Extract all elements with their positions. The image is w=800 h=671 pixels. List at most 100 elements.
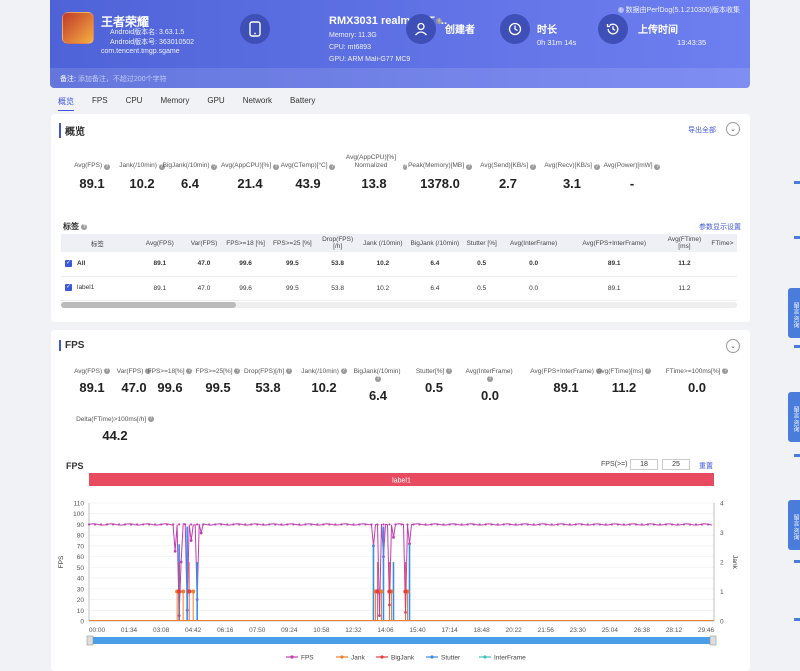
column-header[interactable]: Var(FPS) [185, 234, 223, 252]
tab-overview[interactable]: 概览 [58, 96, 74, 111]
column-header[interactable]: FPS>=18 [%] [222, 234, 269, 252]
help-icon[interactable]: ? [234, 368, 241, 375]
bigjank-point [375, 589, 380, 594]
stat-9: Avg(Power)[mW] ? - [599, 154, 665, 191]
jank-point [379, 589, 384, 594]
help-icon[interactable]: ? [402, 164, 407, 170]
help-icon[interactable]: ? [340, 368, 347, 375]
help-icon[interactable]: ? [147, 416, 154, 423]
fps-stat-6: BigJank(/10min) ? 6.4 [351, 368, 405, 403]
fps-point [364, 523, 367, 526]
row-checkbox[interactable]: ✓ [65, 260, 72, 268]
table-cell: 0.5 [463, 276, 500, 301]
y-tick-label: 0 [80, 619, 84, 626]
feedback-button[interactable]: 留言·咨询 [788, 500, 800, 550]
tab-memory[interactable]: Memory [160, 96, 190, 105]
stat-value: 47.0 [121, 380, 147, 395]
column-header[interactable]: Avg(InterFrame) [499, 234, 568, 252]
fps-threshold-input-1[interactable]: 18 [630, 459, 658, 470]
table-row[interactable]: ✓ label1 89.1 47.0 99.6 99.5 53.8 10.2 6.4 0.5 0.0… [61, 276, 737, 301]
fps-point [574, 523, 577, 526]
x-tick-label: 04:42 [185, 627, 202, 634]
table-horizontal-scrollbar[interactable] [61, 302, 737, 308]
help-icon[interactable]: ? [593, 164, 600, 170]
perfdog-version: i 数据由PerfDog(5.1.210300)版本收集 [617, 5, 740, 15]
column-header[interactable]: Stutter [%] [463, 234, 500, 252]
note-input[interactable]: 添加备注，不超过200个字符 [77, 76, 167, 83]
collapse-fps-button[interactable]: ⌄ [726, 339, 740, 353]
feedback-button[interactable]: 留言·咨询 [788, 392, 800, 442]
fps-point [490, 523, 493, 526]
help-icon[interactable]: ? [465, 164, 472, 170]
help-icon[interactable]: ? [375, 376, 381, 383]
column-header[interactable]: FTime> [707, 234, 737, 252]
reset-link[interactable]: 重置 [699, 463, 713, 470]
stat-label: BigJank(/10min) [162, 162, 210, 169]
help-icon[interactable]: ? [285, 368, 292, 375]
help-icon[interactable]: ? [595, 368, 602, 375]
help-icon[interactable]: ? [329, 164, 336, 170]
scrollbar-thumb[interactable] [61, 302, 236, 308]
help-icon[interactable]: ? [529, 164, 536, 170]
bigjank-point [387, 589, 392, 594]
help-icon[interactable]: ? [158, 164, 165, 170]
table-row[interactable]: ✓ All 89.1 47.0 99.6 99.5 53.8 10.2 6.4 0.5 0.0 89.… [61, 252, 737, 277]
help-icon[interactable]: ? [644, 368, 651, 375]
table-cell: 99.5 [268, 276, 316, 301]
fps-point [562, 523, 565, 526]
help-icon[interactable]: ? [272, 164, 279, 170]
column-header[interactable]: Avg(FPS) [133, 234, 186, 252]
fps-point [298, 523, 301, 526]
tab-network[interactable]: Network [242, 96, 273, 105]
column-header[interactable]: Drop(FPS) [/h] [315, 234, 360, 252]
help-icon[interactable]: ? [103, 164, 110, 170]
fps-threshold-input-2[interactable]: 25 [662, 459, 690, 470]
delta-value: 44.2 [102, 428, 128, 443]
help-icon[interactable]: ? [654, 164, 661, 170]
stat-value: 13.8 [361, 176, 387, 191]
legend-marker [380, 655, 384, 659]
fps-point [430, 523, 433, 526]
collapse-overview-button[interactable]: ⌄ [726, 122, 740, 136]
column-header[interactable]: BigJank (/10min) [406, 234, 464, 252]
column-header[interactable]: Jank (/10min) [359, 234, 407, 252]
param-settings-link[interactable]: 参数显示设置 [699, 224, 741, 231]
stat-label: Peak(Memory)[MB] [408, 162, 465, 169]
help-icon[interactable]: ? [145, 368, 152, 375]
fps-stat-0: Avg(FPS) ? 89.1 [65, 368, 119, 395]
help-icon[interactable]: ? [722, 368, 729, 375]
export-all-link[interactable]: 导出全部 [688, 127, 716, 134]
stat-label: Avg(Recv)[KB/s] [544, 162, 592, 169]
fps-point [520, 523, 523, 526]
help-icon[interactable]: ? [487, 376, 493, 383]
table-cell: 6.4 [406, 276, 464, 301]
fps-point [604, 523, 607, 526]
help-icon[interactable]: ? [446, 368, 453, 375]
help-icon[interactable]: ? [186, 368, 193, 375]
column-header[interactable]: FPS>=25 [%] [268, 234, 316, 252]
column-header[interactable]: Avg(FTime) [ms] [661, 234, 708, 252]
column-header[interactable]: Avg(FPS+InterFrame) [567, 234, 662, 252]
table-cell: 0.0 [499, 252, 568, 277]
row-checkbox[interactable]: ✓ [65, 284, 72, 292]
feedback-button[interactable]: 留言·咨询 [788, 288, 800, 338]
tab-gpu[interactable]: GPU [207, 96, 225, 105]
note-bar[interactable]: 备注: 添加备注，不超过200个字符 [50, 68, 750, 88]
fps-chart[interactable]: label1 0 10 20 30 40 50 60 70 80 90 100 110 0 1 2 3 4 FPS J… [51, 471, 750, 671]
bigjank-point [403, 589, 408, 594]
help-icon[interactable]: ? [211, 164, 218, 170]
fps-dip-point [199, 531, 203, 535]
device-info-icon[interactable]: i [436, 18, 442, 24]
labels-help-icon[interactable]: ? [81, 223, 88, 230]
tab-fps[interactable]: FPS [92, 96, 108, 105]
tab-battery[interactable]: Battery [290, 96, 316, 105]
x-tick-label: 25:04 [602, 627, 619, 634]
fps-point [123, 523, 127, 526]
y2-tick-label: 0 [720, 619, 724, 626]
help-icon[interactable]: ? [103, 368, 110, 375]
stat-1: Jank(/10min) ? 10.2 [109, 154, 175, 191]
fps-point [466, 523, 469, 526]
fps-point [135, 523, 139, 526]
column-header[interactable]: 标签 [61, 234, 134, 252]
tab-cpu[interactable]: CPU [125, 96, 143, 105]
